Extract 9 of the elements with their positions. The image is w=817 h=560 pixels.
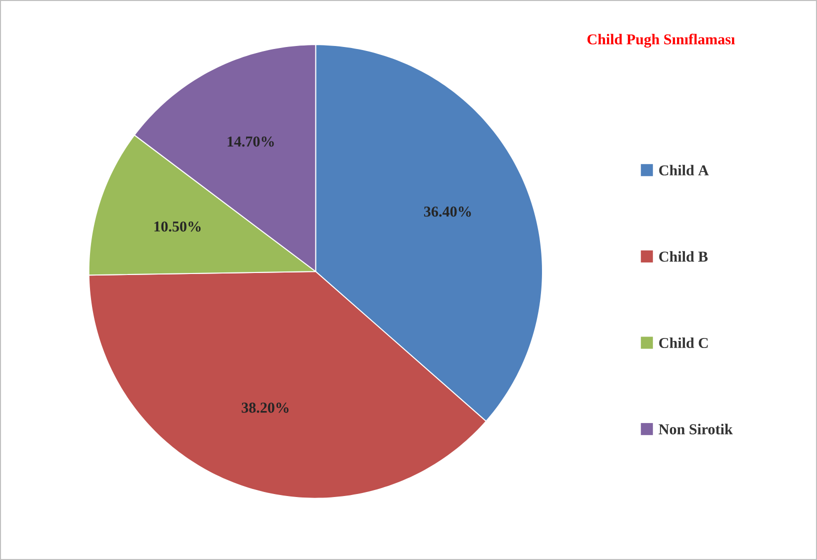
data-label: 10.50% — [154, 221, 201, 232]
data-label: 36.40% — [424, 206, 471, 217]
data-label: 14.70% — [228, 136, 274, 147]
chart-title: Child Pugh Sınıflaması — [587, 34, 735, 48]
legend-label: Child C — [659, 337, 708, 348]
legend-label: Child A — [659, 164, 709, 176]
data-label: 38.20% — [242, 402, 288, 413]
legend-label: Non Sirotik — [658, 424, 733, 434]
legend-label: Child B — [659, 251, 708, 262]
